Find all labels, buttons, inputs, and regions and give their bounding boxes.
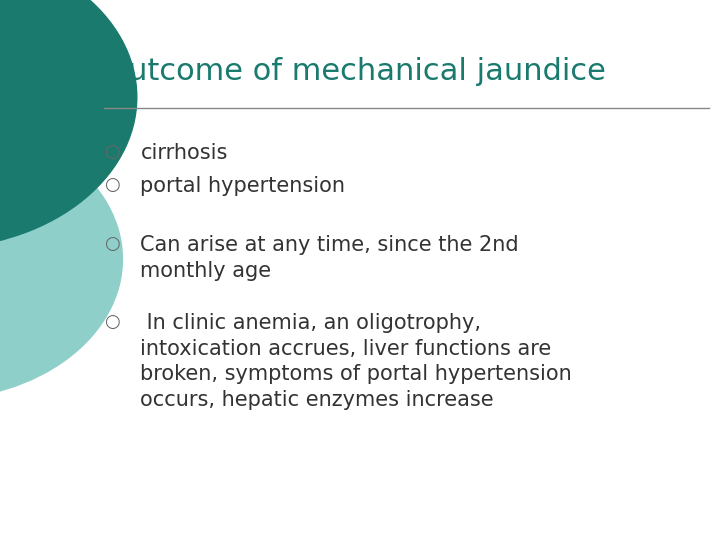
Circle shape [0,119,122,400]
Circle shape [0,0,137,248]
Text: ○: ○ [104,176,120,193]
Text: Can arise at any time, since the 2nd
monthly age: Can arise at any time, since the 2nd mon… [140,235,519,280]
Text: In clinic anemia, an oligotrophy,
intoxication accrues, liver functions are
brok: In clinic anemia, an oligotrophy, intoxi… [140,313,572,410]
Text: ○: ○ [104,235,120,253]
Text: Outcome of mechanical jaundice: Outcome of mechanical jaundice [104,57,606,86]
Text: portal hypertension: portal hypertension [140,176,346,195]
Text: ○: ○ [104,143,120,161]
Text: cirrhosis: cirrhosis [140,143,228,163]
Text: ○: ○ [104,313,120,331]
